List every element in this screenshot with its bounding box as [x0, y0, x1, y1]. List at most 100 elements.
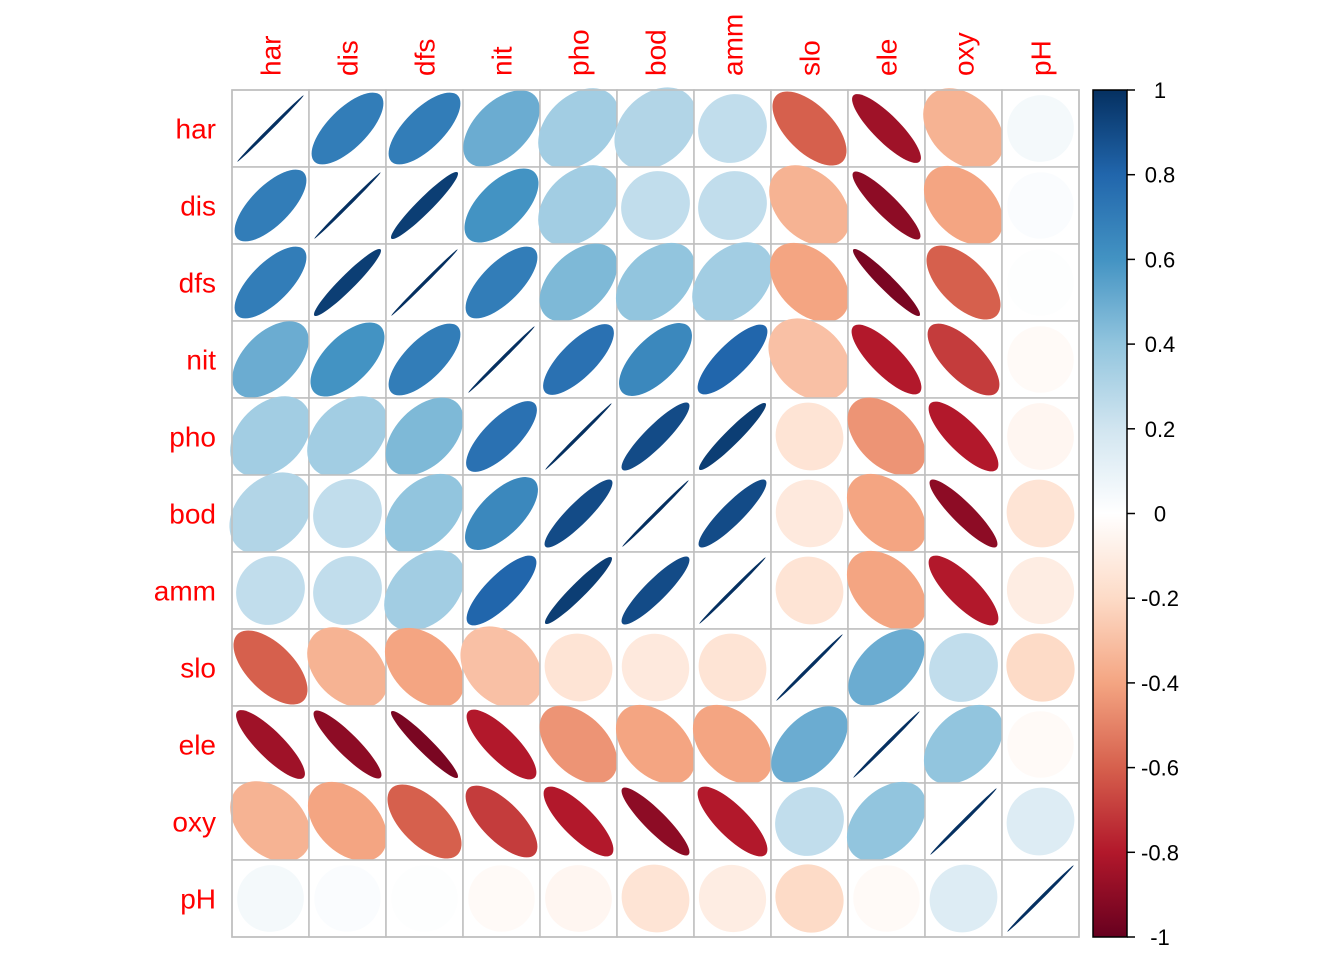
row-label-dis: dis: [180, 191, 216, 222]
correlation-ellipse: [230, 781, 311, 862]
correlation-ellipse: [466, 555, 537, 626]
correlation-ellipse: [621, 787, 690, 856]
col-label-ele: ele: [872, 39, 903, 76]
correlation-ellipse: [314, 865, 381, 932]
correlation-ellipse: [615, 242, 696, 323]
correlation-ellipse: [1007, 172, 1074, 239]
cell-dis-pH: [1001, 166, 1080, 245]
cell-dis-har: [231, 166, 310, 245]
correlation-ellipse: [776, 634, 843, 701]
cell-slo-bod: [616, 628, 695, 707]
correlation-ellipse: [466, 709, 537, 780]
cell-dis-nit: [462, 166, 541, 245]
cell-dis-slo: [769, 165, 850, 246]
colorbar-tick-label: -0.8: [1141, 840, 1179, 865]
correlation-ellipse: [621, 864, 690, 933]
correlation-ellipse: [237, 865, 304, 932]
correlation-ellipse: [236, 556, 305, 625]
cell-ele-pH: [1001, 705, 1080, 784]
cell-dis-bod: [616, 166, 695, 245]
correlation-ellipse: [619, 323, 692, 396]
correlation-ellipse: [621, 556, 690, 625]
row-label-oxy: oxy: [172, 807, 216, 838]
cell-pH-har: [231, 859, 310, 938]
row-label-har: har: [176, 114, 216, 145]
correlation-ellipse: [697, 786, 768, 857]
correlation-ellipse: [928, 555, 999, 626]
colorbar-ticks: 1 0.8 0.6 0.4 0.2 0 -0.2 -0.4 -0.6 -0.8 -1: [1127, 78, 1179, 950]
correlation-ellipse: [385, 397, 464, 476]
cell-pho-oxy: [924, 397, 1003, 476]
correlation-ellipse: [464, 168, 539, 243]
correlation-ellipse: [232, 321, 309, 398]
correlation-ellipse: [543, 324, 614, 395]
correlation-ellipse: [307, 396, 388, 477]
cell-dfs-oxy: [924, 243, 1003, 322]
correlation-ellipse: [697, 324, 768, 395]
correlation-ellipse: [1006, 787, 1075, 856]
correlation-ellipse: [310, 322, 385, 397]
correlation-ellipse: [846, 781, 927, 862]
correlation-ellipse: [544, 556, 613, 625]
correlation-ellipse: [388, 323, 461, 396]
cell-dfs-slo: [769, 242, 850, 323]
colorbar-tick-label: 0.2: [1145, 417, 1176, 442]
cell-dis-ele: [847, 166, 926, 245]
col-label-har: har: [256, 36, 287, 76]
cell-slo-pho: [539, 628, 618, 707]
correlation-ellipse: [769, 242, 850, 323]
correlation-ellipse: [237, 95, 304, 162]
correlation-ellipse: [543, 786, 614, 857]
cell-bod-pH: [1001, 474, 1080, 553]
cell-ele-nit: [462, 705, 541, 784]
cell-slo-amm: [693, 628, 772, 707]
correlation-ellipse: [229, 472, 312, 555]
cell-nit-dfs: [385, 320, 464, 399]
col-label-dfs: dfs: [410, 39, 441, 76]
correlation-ellipse: [614, 87, 697, 170]
cell-amm-pho: [539, 551, 618, 630]
cell-har-pH: [1001, 89, 1080, 168]
cell-pH-oxy: [924, 859, 1003, 938]
correlation-ellipse: [926, 245, 1001, 320]
cell-nit-oxy: [924, 320, 1003, 399]
cell-slo-slo: [770, 628, 849, 707]
correlation-ellipse: [775, 787, 844, 856]
correlation-ellipse: [391, 865, 458, 932]
cell-ele-oxy: [923, 704, 1004, 785]
cell-bod-dfs: [384, 473, 465, 554]
correlation-ellipse: [307, 627, 388, 708]
cell-nit-ele: [847, 320, 926, 399]
correlation-ellipse: [929, 479, 998, 548]
cell-nit-amm: [693, 320, 772, 399]
cell-nit-pho: [539, 320, 618, 399]
matrix-cells: [229, 87, 1080, 938]
correlation-ellipse: [852, 248, 921, 317]
correlation-ellipse: [313, 248, 382, 317]
cell-bod-oxy: [924, 474, 1003, 553]
correlation-ellipse: [545, 403, 612, 470]
cell-pH-bod: [616, 859, 695, 938]
cell-pH-ele: [847, 859, 926, 938]
col-label-pho: pho: [564, 29, 595, 76]
cell-oxy-oxy: [924, 782, 1003, 861]
correlation-ellipse: [466, 401, 537, 472]
colorbar-tick-label: -1: [1150, 925, 1170, 950]
colorbar-tick-label: 0.4: [1145, 332, 1176, 357]
correlation-ellipse: [847, 397, 926, 476]
correlation-ellipse: [853, 711, 920, 778]
correlation-ellipse: [698, 864, 767, 933]
correlation-ellipse: [236, 710, 305, 779]
colorbar-tick-label: -0.2: [1141, 586, 1179, 611]
row-label-pho: pho: [169, 422, 216, 453]
correlation-ellipse: [384, 627, 465, 708]
cell-nit-bod: [616, 320, 695, 399]
correlation-ellipse: [622, 480, 689, 547]
cell-pH-amm: [693, 859, 772, 938]
correlation-ellipse: [545, 865, 612, 932]
correlation-ellipse: [465, 246, 538, 319]
row-label-slo: slo: [180, 653, 216, 684]
correlation-ellipse: [615, 704, 696, 785]
row-label-nit: nit: [186, 345, 216, 376]
correlation-ellipse: [698, 402, 767, 471]
